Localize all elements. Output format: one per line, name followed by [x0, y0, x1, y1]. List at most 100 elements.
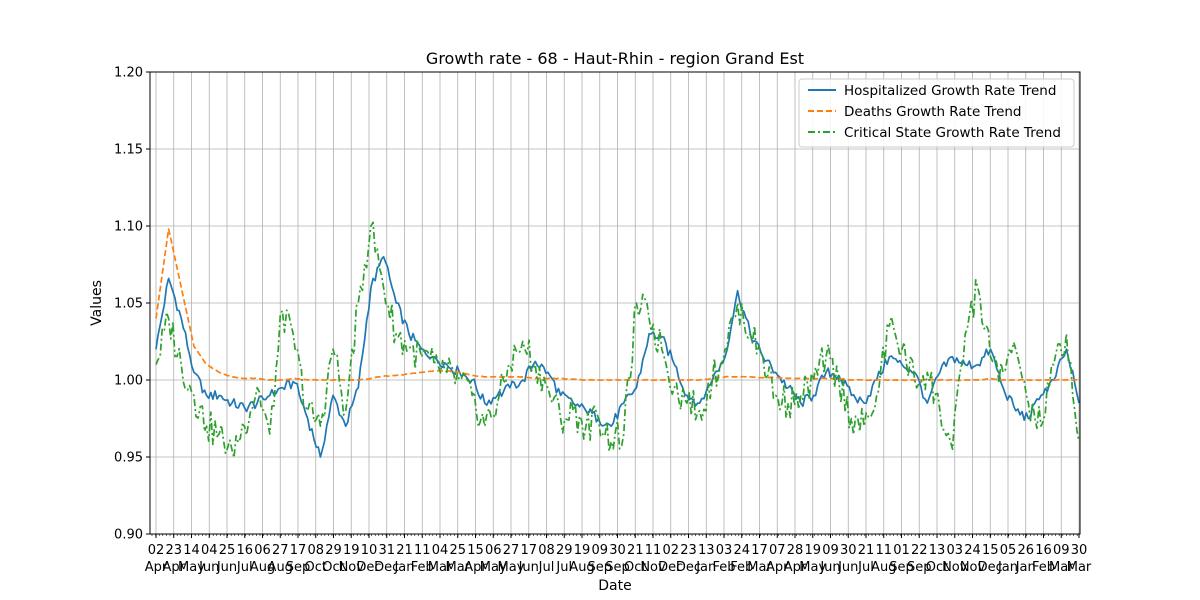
- x-tick-label-month: Dec: [676, 560, 701, 575]
- x-tick-label-month: Apr: [163, 560, 186, 575]
- x-tick-label-month: Jul: [236, 560, 253, 575]
- x-tick-label-month: Mar: [445, 560, 470, 575]
- x-tick-label-month: May: [480, 560, 507, 575]
- x-tick-label-month: Jun: [819, 560, 840, 575]
- x-tick-label-month: Jun: [216, 560, 237, 575]
- x-tick-label-month: Aug: [250, 560, 275, 575]
- y-tick-label: 1.15: [114, 143, 143, 158]
- legend-label-critical: Critical State Growth Rate Trend: [844, 125, 1061, 141]
- x-tick-label-day: 09: [591, 543, 608, 558]
- x-tick-label-day: 05: [1000, 543, 1017, 558]
- x-axis: 02Apr23Apr14May04Jun25Jun16Jul06Aug27Aug…: [145, 534, 1092, 575]
- x-tick-label-month: Oct: [624, 560, 646, 575]
- legend: Hospitalized Growth Rate Trend Deaths Gr…: [798, 78, 1075, 148]
- x-tick-label-day: 24: [964, 543, 981, 558]
- x-tick-label-month: Dec: [356, 560, 381, 575]
- x-tick-label-month: Apr: [766, 560, 789, 575]
- y-tick-label: 1.10: [114, 220, 143, 235]
- x-axis-title: Date: [598, 578, 631, 594]
- x-tick-label-month: Sep: [605, 560, 630, 575]
- x-tick-label-month: Oct: [926, 560, 948, 575]
- x-tick-label-month: Feb: [1032, 560, 1055, 575]
- x-tick-label-day: 16: [236, 543, 253, 558]
- series-layer: [155, 221, 1080, 459]
- x-tick-label-day: 02: [148, 543, 165, 558]
- x-tick-label-month: Sep: [286, 560, 311, 575]
- x-tick-label-day: 15: [467, 543, 484, 558]
- x-tick-label-day: 08: [538, 543, 555, 558]
- x-tick-label-day: 09: [1053, 543, 1070, 558]
- x-tick-label-day: 21: [396, 543, 413, 558]
- x-tick-label-month: Aug: [871, 560, 896, 575]
- x-tick-label-month: Dec: [374, 560, 399, 575]
- x-tick-label-month: Jun: [518, 560, 539, 575]
- x-tick-label-day: 16: [1035, 543, 1052, 558]
- x-tick-label-month: Dec: [658, 560, 683, 575]
- x-tick-label-month: Mar: [1049, 560, 1074, 575]
- x-tick-label-day: 23: [165, 543, 182, 558]
- x-tick-label-month: Mar: [1067, 560, 1092, 575]
- x-tick-label-day: 17: [520, 543, 537, 558]
- x-tick-label-day: 15: [982, 543, 999, 558]
- x-tick-label-day: 27: [503, 543, 520, 558]
- y-tick-label: 0.90: [114, 528, 143, 543]
- x-tick-label-day: 23: [680, 543, 697, 558]
- x-tick-label-month: Jan: [1015, 560, 1036, 575]
- x-tick-label-day: 29: [325, 543, 342, 558]
- x-tick-label-day: 22: [911, 543, 928, 558]
- x-tick-label-day: 13: [698, 543, 715, 558]
- x-tick-label-month: Nov: [960, 560, 986, 575]
- x-tick-label-month: Nov: [339, 560, 365, 575]
- x-tick-label-day: 30: [1071, 543, 1088, 558]
- x-tick-label-day: 24: [733, 543, 750, 558]
- x-tick-label-day: 06: [485, 543, 502, 558]
- x-tick-label-month: Mar: [428, 560, 453, 575]
- x-tick-label-month: Feb: [411, 560, 434, 575]
- x-tick-label-day: 03: [716, 543, 733, 558]
- x-tick-label-day: 30: [840, 543, 857, 558]
- x-tick-label-month: Aug: [569, 560, 594, 575]
- x-tick-label-month: Jul: [555, 560, 572, 575]
- x-tick-label-day: 17: [290, 543, 307, 558]
- x-tick-label-day: 27: [272, 543, 289, 558]
- y-axis-title: Values: [89, 280, 105, 326]
- x-tick-label-month: Feb: [712, 560, 735, 575]
- x-tick-label-month: Oct: [305, 560, 327, 575]
- x-tick-label-day: 03: [946, 543, 963, 558]
- series-line-hospitalized: [155, 255, 1080, 458]
- x-tick-label-day: 02: [662, 543, 679, 558]
- y-tick-label: 1.20: [114, 66, 143, 81]
- x-tick-label-month: May: [178, 560, 205, 575]
- x-tick-label-day: 30: [609, 543, 626, 558]
- x-tick-label-month: Jul: [857, 560, 874, 575]
- x-tick-label-day: 25: [449, 543, 466, 558]
- x-tick-label-day: 28: [787, 543, 804, 558]
- x-tick-label-day: 06: [254, 543, 271, 558]
- x-tick-label-day: 19: [574, 543, 591, 558]
- x-tick-label-day: 10: [361, 543, 378, 558]
- x-tick-label-month: Jan: [997, 560, 1018, 575]
- x-tick-label-month: Apr: [464, 560, 487, 575]
- y-axis: 0.90 0.95 1.00 1.05 1.10 1.15 1.20: [114, 66, 150, 543]
- x-tick-label-month: Jul: [538, 560, 555, 575]
- x-tick-label-day: 04: [201, 543, 218, 558]
- x-tick-label-day: 11: [645, 543, 662, 558]
- x-tick-label-month: Apr: [145, 560, 168, 575]
- x-tick-label-day: 21: [858, 543, 875, 558]
- x-tick-label-month: Jan: [393, 560, 414, 575]
- x-tick-label-month: Sep: [907, 560, 932, 575]
- x-tick-label-month: Aug: [268, 560, 293, 575]
- x-tick-label-month: Oct: [322, 560, 344, 575]
- x-tick-label-day: 13: [929, 543, 946, 558]
- x-tick-label-month: Dec: [978, 560, 1003, 575]
- x-tick-label-month: May: [799, 560, 826, 575]
- x-tick-label-day: 19: [343, 543, 360, 558]
- chart-title: Growth rate - 68 - Haut-Rhin - region Gr…: [426, 49, 804, 68]
- x-tick-label-day: 26: [1017, 543, 1034, 558]
- x-tick-label-day: 11: [875, 543, 892, 558]
- y-tick-label: 0.95: [114, 451, 143, 466]
- x-tick-label-day: 07: [769, 543, 786, 558]
- x-tick-label-day: 01: [893, 543, 910, 558]
- x-tick-label-month: Sep: [889, 560, 914, 575]
